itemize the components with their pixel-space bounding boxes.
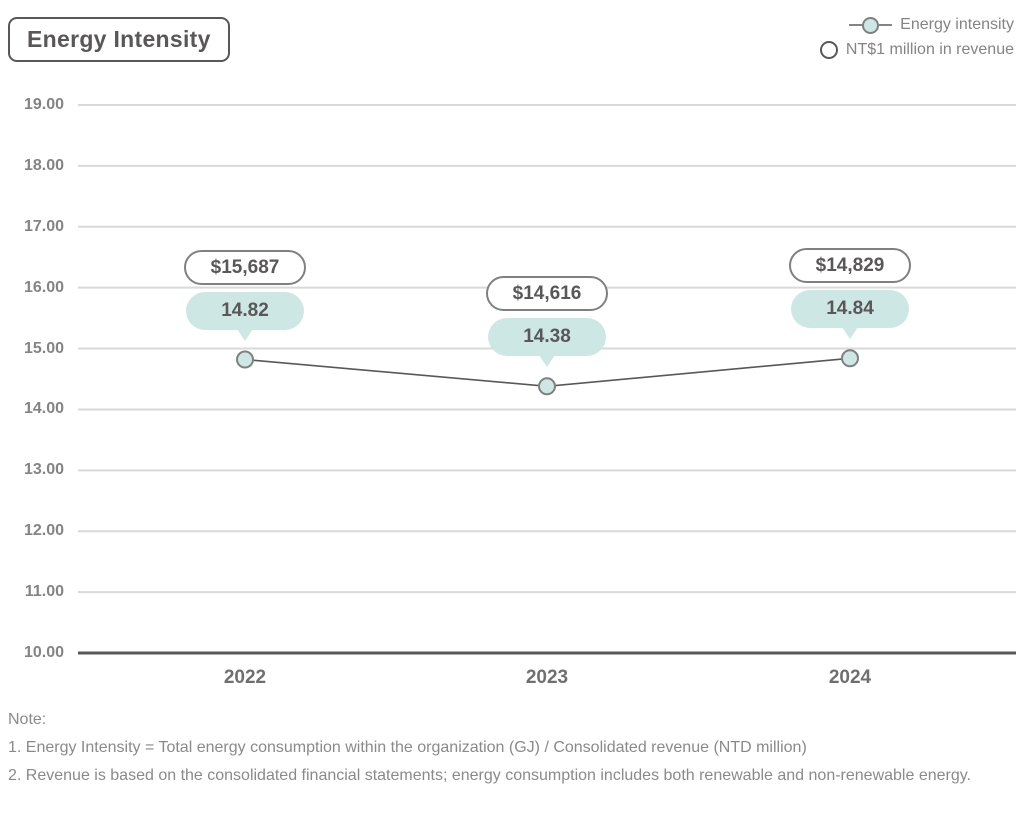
y-tick-label: 12.00: [23, 522, 64, 540]
legend-item-revenue: NT$1 million in revenue: [819, 41, 1014, 59]
energy-intensity-value-bubble: 14.84: [791, 290, 909, 340]
energy-intensity-value-bubble: 14.38: [488, 318, 606, 368]
y-tick-label: 15.00: [23, 339, 64, 357]
y-tick-label: 17.00: [23, 217, 64, 235]
legend-line-segment: [849, 24, 863, 26]
y-tick-label: 16.00: [23, 278, 64, 296]
x-tick-label: 2024: [828, 667, 872, 688]
legend-item-energy-intensity: Energy intensity: [849, 16, 1014, 34]
revenue-value-bubble: $14,616: [486, 276, 608, 312]
y-tick-label: 10.00: [23, 644, 64, 661]
chart-title-box: Energy Intensity: [8, 17, 230, 62]
note-item-2: 2. Revenue is based on the consolidated …: [8, 767, 971, 784]
chart-title: Energy Intensity: [27, 26, 211, 52]
note-item-1: 1. Energy Intensity = Total energy consu…: [8, 739, 807, 756]
notes-heading: Note:: [8, 711, 47, 728]
plot-area: 19.00 18.00 17.00 16.00 15.00 14.00 13.00 12.00…: [23, 96, 1016, 688]
data-point-marker: [236, 350, 254, 369]
bubble-tail: [842, 327, 858, 340]
y-tick-label: 13.00: [23, 461, 64, 479]
chart-legend: Energy intensity NT$1 million in revenue: [819, 16, 1014, 59]
energy-intensity-value-bubble: 14.82: [186, 291, 304, 341]
revenue-value-bubble: $15,687: [184, 249, 306, 285]
legend-line-segment: [879, 24, 893, 26]
x-tick-label: 2022: [223, 667, 267, 688]
bubble-tail: [539, 355, 555, 368]
bubble-tail: [237, 328, 253, 341]
x-tick-label: 2023: [525, 667, 569, 688]
data-point-marker: [538, 377, 556, 396]
data-point-marker: [841, 349, 859, 368]
revenue-value-bubble: $14,829: [789, 248, 911, 284]
notes-section: Note: 1. Energy Intensity = Total energy…: [8, 706, 1018, 790]
y-tick-label: 14.00: [23, 400, 64, 418]
y-tick-label: 18.00: [23, 156, 64, 174]
teal-dot-icon: [862, 16, 880, 34]
legend-label-revenue: NT$1 million in revenue: [845, 41, 1014, 58]
white-dot-icon: [819, 41, 838, 59]
line-dot-marker-icon: [849, 16, 893, 34]
chart-svg: [78, 104, 1016, 655]
y-tick-label: 11.00: [24, 583, 64, 601]
legend-label-energy-intensity: Energy intensity: [900, 16, 1014, 33]
y-tick-label: 19.00: [23, 96, 64, 113]
